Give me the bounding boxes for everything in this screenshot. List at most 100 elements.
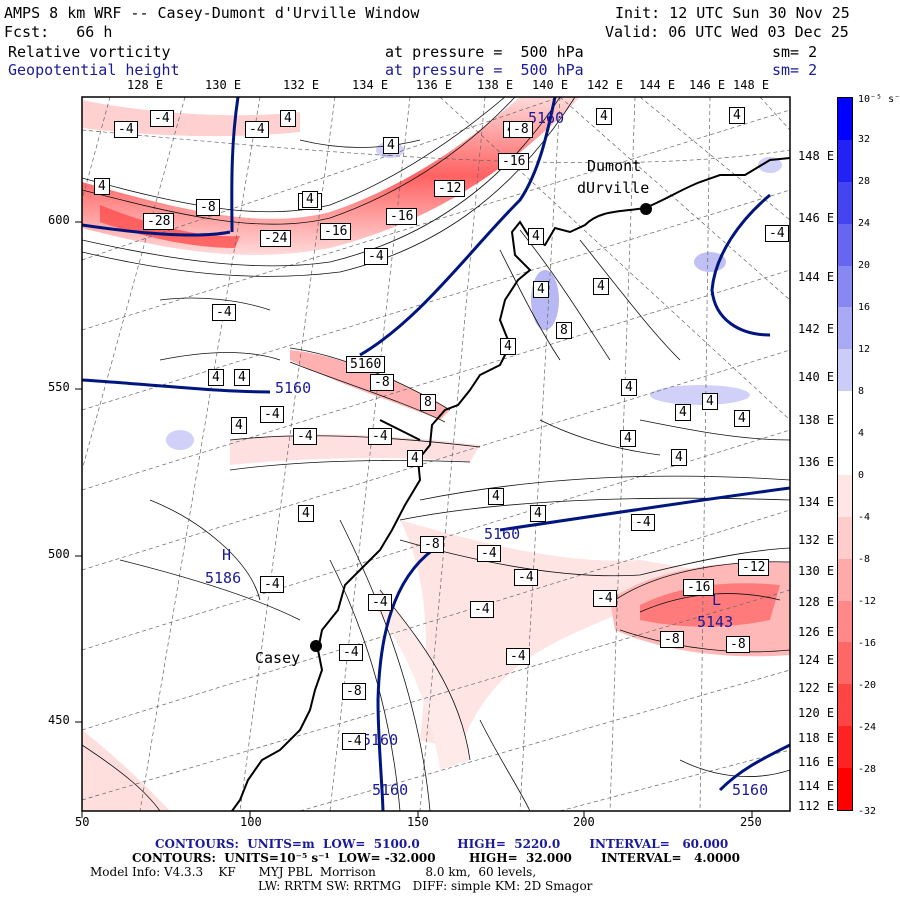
right-lon-label: 128 E [798, 595, 835, 609]
vorticity-contour-label: -4 [477, 545, 501, 562]
top-lon-label: 148 E [733, 78, 770, 92]
vorticity-contour-label: -16 [498, 153, 530, 170]
vorticity-contour-label: -4 [631, 514, 655, 531]
vorticity-contour-label: -8 [370, 374, 394, 391]
top-lon-label: 128 E [127, 78, 164, 92]
vorticity-contour-label: 4 [702, 393, 718, 410]
vorticity-contour-label: 4 [280, 110, 296, 127]
vorticity-contour-label: 4 [530, 505, 546, 522]
x-axis-label: 100 [240, 815, 262, 829]
vorticity-contour-label: 8 [420, 394, 436, 411]
vorticity-contour-label: 4 [407, 450, 423, 467]
coastline [231, 157, 790, 811]
vorticity-contour-label: -12 [434, 180, 466, 197]
vorticity-contour-label: -4 [593, 590, 617, 607]
init-time: Init: 12 UTC Sun 30 Nov 25 [615, 4, 850, 22]
vorticity-contour-label: 4 [620, 430, 636, 447]
station-casey-label: Casey [255, 649, 301, 667]
right-lon-label: 122 E [798, 681, 835, 695]
vorticity-contour-label: 4 [488, 488, 504, 505]
colorbar-swatch [838, 433, 852, 475]
low-center-symbol: L [712, 591, 722, 609]
footer-model-info: Model Info: V4.3.3 KF MYJ PBL Morrison 8… [90, 865, 537, 879]
valid-time: Valid: 06 UTC Wed 03 Dec 25 [605, 23, 849, 41]
low-center-value: 5143 [697, 613, 734, 631]
right-lon-label: 134 E [798, 495, 835, 509]
colorbar-swatch [838, 516, 852, 559]
colorbar-swatch [838, 768, 852, 810]
right-lon-label: 124 E [798, 653, 835, 667]
colorbar-tick-label: 8 [858, 386, 865, 397]
vorticity-contour-label: -12 [738, 559, 770, 576]
high-center-value: 5186 [205, 569, 242, 587]
vorticity-contour-label: -16 [386, 208, 418, 225]
vorticity-contour-label: -4 [342, 733, 366, 750]
vorticity-contour-label: 4 [734, 410, 750, 427]
height-contour-label: 5160 [528, 109, 565, 127]
colorbar-swatch [838, 558, 852, 601]
top-lon-label: 136 E [416, 78, 453, 92]
vorticity-contour-label: -24 [260, 230, 292, 247]
vorticity-contour-label: 4 [298, 505, 314, 522]
x-axis-label: 150 [407, 815, 429, 829]
vorticity-contour-label: 4 [596, 108, 612, 125]
top-lon-label: 142 E [587, 78, 624, 92]
vorticity-contour-label: -4 [506, 648, 530, 665]
vorticity-contour-label: -4 [260, 576, 284, 593]
vorticity-contour-label: -8 [420, 536, 444, 553]
vorticity-contours [82, 97, 790, 811]
colorbar-swatch [838, 265, 852, 308]
right-lon-label: 126 E [798, 625, 835, 639]
right-lon-label: 144 E [798, 270, 835, 284]
top-lon-label: 144 E [639, 78, 676, 92]
vorticity-contour-label: -4 [470, 601, 494, 618]
vorticity-contour-label: -8 [726, 636, 750, 653]
right-lon-label: 120 E [798, 706, 835, 720]
vorticity-contour-label: -8 [196, 199, 220, 216]
y-axis-label: 450 [48, 713, 70, 727]
colorbar-tick-label: 20 [858, 260, 871, 271]
colorbar-swatch [838, 223, 852, 266]
right-lon-label: 114 E [798, 779, 835, 793]
field1-name: Relative vorticity [8, 43, 171, 61]
vorticity-contour-label: 4 [234, 369, 250, 386]
x-axis-label: 200 [573, 815, 595, 829]
colorbar-swatch [838, 391, 852, 433]
colorbar-tick-label: -12 [858, 596, 877, 607]
geopotential-contours [82, 97, 790, 811]
colorbar-swatch [838, 181, 852, 224]
right-lon-label: 136 E [798, 455, 835, 469]
right-lon-label: 132 E [798, 533, 835, 547]
vorticity-contour-label: 8 [556, 322, 572, 339]
colorbar-tick-label: -16 [858, 638, 877, 649]
vorticity-contour-label: 4 [302, 191, 318, 208]
field2-smoothing: sm= 2 [772, 61, 818, 79]
right-lon-label: 130 E [798, 564, 835, 578]
vorticity-contour-label: -8 [660, 631, 684, 648]
field1-level: at pressure = 500 hPa [385, 43, 584, 61]
x-axis-label: 250 [740, 815, 762, 829]
title: AMPS 8 km WRF -- Casey-Dumont d'Urville … [4, 4, 420, 22]
right-lon-label: 148 E [798, 149, 835, 163]
vorticity-contour-label: -4 [368, 594, 392, 611]
vorticity-contour-label: -4 [514, 569, 538, 586]
vorticity-contour-label: 4 [593, 278, 609, 295]
vorticity-contour-label: -4 [339, 644, 363, 661]
footer-contours-height: CONTOURS: UNITS=m LOW= 5100.0 HIGH= 5220… [155, 837, 729, 851]
station-dumont-durville-label-2: dUrville [577, 179, 650, 197]
vorticity-contour-label: 4 [675, 404, 691, 421]
vorticity-contour-label: -4 [245, 121, 269, 138]
vorticity-contour-label: 4 [231, 417, 247, 434]
top-lon-label: 138 E [477, 78, 514, 92]
x-axis-label: 50 [75, 815, 90, 829]
vorticity-contour-label: -16 [320, 223, 352, 240]
vorticity-contour-label: 5160 [346, 356, 386, 373]
top-lon-label: 130 E [205, 78, 242, 92]
vorticity-contour-label: 4 [383, 137, 399, 154]
vorticity-contour-label: -4 [150, 110, 174, 127]
vorticity-contour-label: 4 [528, 228, 544, 245]
vorticity-contour-label: -28 [143, 213, 175, 230]
right-lon-label: 142 E [798, 322, 835, 336]
colorbar-tick-label: 16 [858, 302, 871, 313]
colorbar-tick-label: 28 [858, 176, 871, 187]
